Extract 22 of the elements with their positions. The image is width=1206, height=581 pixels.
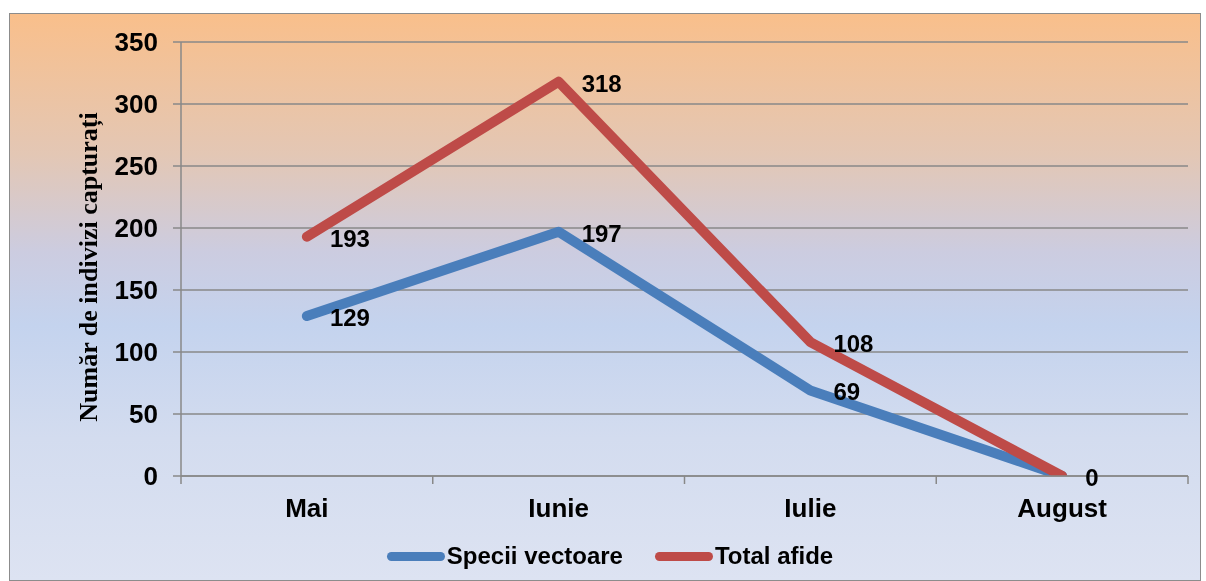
legend-label: Total afide	[714, 542, 834, 569]
y-tick-label: 250	[114, 151, 158, 182]
data-label: 197	[581, 219, 622, 247]
legend-label: Specii vectoare	[446, 542, 623, 569]
y-tick-label: 150	[114, 275, 158, 306]
x-tick-label: Iunie	[528, 493, 589, 523]
y-axis-title: Număr de indivizi capturați	[73, 112, 104, 422]
y-tick-label: 50	[129, 399, 158, 430]
data-label: 193	[329, 224, 370, 252]
data-label: 318	[581, 69, 622, 97]
x-tick-label: Mai	[285, 493, 329, 523]
data-label: 129	[329, 303, 370, 331]
x-tick-label: Iulie	[784, 493, 837, 523]
y-tick-label: 300	[114, 89, 158, 120]
data-label: 108	[833, 329, 874, 357]
y-tick-label: 100	[114, 337, 158, 368]
data-label: 69	[833, 377, 861, 405]
data-label: 0	[1085, 463, 1099, 491]
x-tick-label: August	[1017, 493, 1108, 523]
y-tick-label: 350	[114, 27, 158, 58]
y-tick-label: 0	[143, 461, 158, 492]
y-tick-label: 200	[114, 213, 158, 244]
